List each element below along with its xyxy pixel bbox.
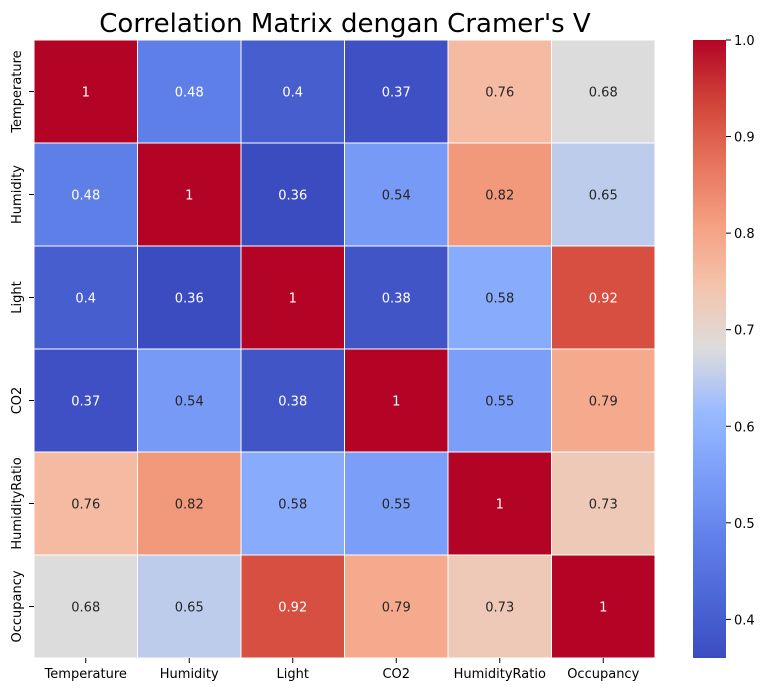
colorbar: 0.4 0.5 0.6 0.7 0.8 0.9 1.0 [693,34,755,658]
heatmap-cell [551,554,656,659]
cell-value-label: 0.73 [589,498,618,513]
y-tick-label: Occupancy [10,570,25,642]
x-tick-label: HumidityRatio [454,667,546,682]
heatmap-cell [33,554,138,659]
y-tick-label: HumidityRatio [10,457,25,549]
cell-value-label: 0.36 [175,292,204,307]
heatmap-cell [344,348,449,453]
cell-value-label: 0.73 [485,601,514,616]
cell-value-label: 1 [496,498,504,513]
heatmap-cell [240,39,345,144]
heatmap-cell [551,39,656,144]
cell-value-label: 0.58 [485,292,514,307]
colorbar-tick-label: 1.0 [734,34,755,49]
heatmap-cell [551,451,656,556]
cell-value-label: 0.48 [71,189,100,204]
cell-value-label: 0.54 [175,395,204,410]
colorbar-tick-label: 0.6 [734,420,755,435]
heatmap-cells [33,39,656,659]
heatmap-cell [33,451,138,556]
cell-value-label: 0.55 [485,395,514,410]
cell-value-label: 0.55 [382,498,411,513]
cell-annotations: 1 0.48 0.4 0.37 0.76 0.68 0.48 1 0.36 0.54 0.82 0.6… [71,86,617,616]
cell-value-label: 0.68 [589,86,618,101]
cell-value-label: 0.37 [71,395,100,410]
colorbar-tick-label: 0.9 [734,131,755,146]
heatmap-cell [551,348,656,453]
heatmap-cell [344,142,449,247]
cell-value-label: 0.38 [278,395,307,410]
cell-value-label: 0.4 [282,86,303,101]
cell-value-label: 0.4 [75,292,96,307]
colorbar-tick-label: 0.7 [734,324,755,339]
x-tick-label: CO2 [382,667,410,682]
cell-value-label: 0.82 [175,498,204,513]
colorbar-gradient [693,40,726,658]
cell-value-label: 1 [392,395,400,410]
cell-value-label: 1 [599,601,607,616]
colorbar-tick-label: 0.8 [734,227,755,242]
cell-value-label: 0.36 [278,189,307,204]
heatmap-cell [33,39,138,144]
y-tick-label: CO2 [10,387,25,415]
heatmap-cell [344,451,449,556]
heatmap-cell [344,245,449,350]
cell-value-label: 0.54 [382,189,411,204]
y-axis: Temperature Humidity Light CO2 HumidityRatio… [10,50,34,643]
x-tick-label: Light [277,667,309,682]
cell-value-label: 0.92 [589,292,618,307]
cell-value-label: 0.76 [485,86,514,101]
x-tick-label: Occupancy [567,667,639,682]
heatmap-cell [447,554,552,659]
cell-value-label: 0.82 [485,189,514,204]
chart-title: Correlation Matrix dengan Cramer's V [99,9,591,39]
cell-value-label: 0.79 [382,601,411,616]
colorbar-tick-label: 0.4 [734,613,755,628]
heatmap-cell [551,245,656,350]
y-tick-label: Light [10,281,25,313]
colorbar-tick-label: 0.5 [734,517,755,532]
cell-value-label: 0.79 [589,395,618,410]
cell-value-label: 1 [185,189,193,204]
heatmap-cell [447,348,552,453]
heatmap-cell [33,245,138,350]
cell-value-label: 1 [82,86,90,101]
cell-value-label: 0.37 [382,86,411,101]
cell-value-label: 0.38 [382,292,411,307]
y-tick-label: Temperature [10,50,25,133]
heatmap-cell [344,39,449,144]
heatmap-cell [137,348,242,453]
heatmap-cell [551,142,656,247]
cell-value-label: 0.48 [175,86,204,101]
cell-value-label: 0.65 [175,601,204,616]
y-tick-label: Humidity [10,165,25,224]
heatmap-cell [447,451,552,556]
x-axis: Temperature Humidity Light CO2 HumidityRatio… [44,658,640,682]
cell-value-label: 0.58 [278,498,307,513]
heatmap-cell [240,451,345,556]
heatmap-cell [137,39,242,144]
heatmap-cell [447,39,552,144]
cell-value-label: 0.65 [589,189,618,204]
x-tick-label: Temperature [44,667,127,682]
cell-value-label: 0.68 [71,601,100,616]
heatmap-cell [137,142,242,247]
cell-value-label: 1 [289,292,297,307]
cell-value-label: 0.76 [71,498,100,513]
heatmap-cell [240,348,345,453]
x-tick-label: Humidity [160,667,219,682]
heatmap-cell [447,245,552,350]
heatmap-cell [33,348,138,453]
heatmap-cell [240,245,345,350]
heatmap-cell [137,245,242,350]
cell-value-label: 0.92 [278,601,307,616]
